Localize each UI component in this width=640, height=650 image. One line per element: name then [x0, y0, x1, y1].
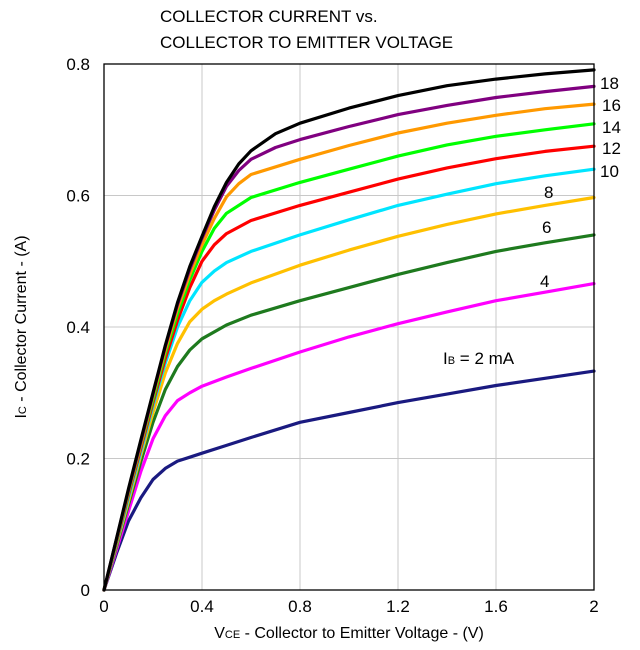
y-axis-label: IC - Collector Current - (A) — [13, 235, 30, 418]
series-line-i-b-2-ma — [102, 369, 596, 592]
y-tick-label: 0.2 — [66, 450, 90, 469]
y-tick-label: 0.4 — [66, 318, 90, 337]
series-line-top — [102, 68, 596, 592]
series-label: 8 — [544, 183, 553, 202]
x-tick-labels: 0 0.4 0.8 1.2 1.6 2 — [99, 597, 598, 616]
series-line-4 — [102, 282, 596, 592]
x-tick-label: 0.8 — [288, 597, 312, 616]
x-tick-label: 0 — [99, 597, 108, 616]
chart-title-line-1: COLLECTOR CURRENT vs. — [160, 7, 378, 26]
series-label: 12 — [602, 139, 621, 158]
series-label: 16 — [602, 96, 621, 115]
series-labels: IB = 2 mA 4 6 8 10 12 14 16 18 — [443, 74, 621, 368]
series-label: 6 — [542, 218, 551, 237]
chart-title: COLLECTOR CURRENT vs. COLLECTOR TO EMITTE… — [160, 7, 453, 52]
y-tick-labels: 0 0.2 0.4 0.6 0.8 — [66, 55, 90, 600]
x-axis-label: VCE - Collector to Emitter Voltage - (V) — [214, 625, 484, 642]
series-label: IB = 2 mA — [443, 349, 515, 368]
x-tick-label: 2 — [589, 597, 598, 616]
x-tick-label: 1.6 — [484, 597, 508, 616]
y-tick-label: 0.6 — [66, 187, 90, 206]
series-label: 14 — [602, 118, 621, 137]
series-label: 18 — [600, 74, 619, 93]
series-line-8 — [102, 195, 596, 592]
series-lines — [102, 68, 596, 592]
series-label: 10 — [600, 162, 619, 181]
x-tick-label: 1.2 — [386, 597, 410, 616]
x-tick-label: 0.4 — [190, 597, 214, 616]
plot-frame — [103, 63, 595, 591]
y-tick-label: 0 — [81, 581, 90, 600]
series-label: 4 — [540, 272, 549, 291]
chart-title-line-2: COLLECTOR TO EMITTER VOLTAGE — [160, 33, 453, 52]
series-line-10 — [102, 167, 596, 592]
y-tick-label: 0.8 — [66, 55, 90, 74]
